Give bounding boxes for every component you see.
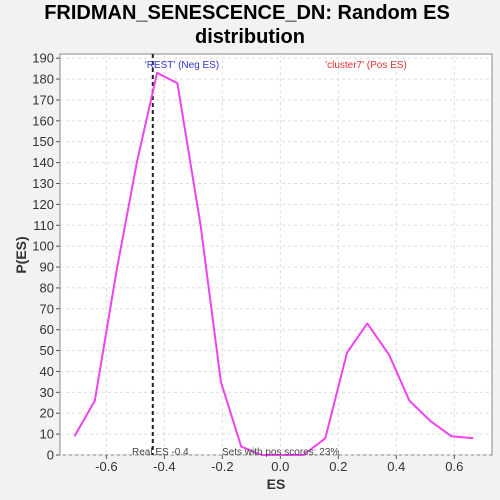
y-tick-label: 130 — [32, 176, 54, 191]
y-tick-label: 30 — [40, 385, 54, 400]
x-axis-ticks: -0.6 -0.4 -0.2 0.0 0.2 0.4 0.6 — [95, 455, 463, 474]
series-line — [73, 71, 474, 456]
y-tick-label: 70 — [40, 301, 54, 316]
y-tick-label: 100 — [32, 239, 54, 254]
x-tick-label: -0.4 — [153, 459, 175, 474]
real-es-label: Real ES -0.4 — [132, 447, 189, 458]
x-tick-label: -0.6 — [95, 459, 117, 474]
pos-es-annotation: 'cluster7' (Pos ES) — [325, 60, 407, 71]
y-tick-label: 60 — [40, 322, 54, 337]
x-tick-label: 0.4 — [387, 459, 405, 474]
y-tick-label: 10 — [40, 427, 54, 442]
x-axis-label: ES — [267, 476, 286, 492]
x-tick-label: 0.0 — [271, 459, 289, 474]
y-tick-label: 90 — [40, 260, 54, 275]
y-tick-label: 40 — [40, 364, 54, 379]
y-axis-ticks: 0 10 20 30 40 50 60 70 80 90 100 110 120 130 140 150 160… — [32, 51, 60, 463]
neg-es-annotation: 'REST' (Neg ES) — [145, 60, 219, 71]
y-tick-label: 150 — [32, 134, 54, 149]
series-group — [73, 71, 474, 456]
y-axis-label: P(ES) — [13, 236, 29, 273]
x-tick-label: 0.2 — [329, 459, 347, 474]
y-tick-label: 20 — [40, 406, 54, 421]
plot-area — [59, 53, 493, 456]
y-tick-label: 140 — [32, 155, 54, 170]
sets-pos-label: Sets with pos scores: 23% — [222, 447, 339, 458]
y-tick-label: 180 — [32, 72, 54, 87]
chart-title-line2: distribution — [195, 26, 305, 48]
grid-lines — [60, 54, 492, 456]
x-tick-label: -0.2 — [211, 459, 233, 474]
y-tick-label: 170 — [32, 92, 54, 107]
y-tick-label: 80 — [40, 280, 54, 295]
y-tick-label: 160 — [32, 113, 54, 128]
y-tick-label: 110 — [33, 218, 54, 233]
x-tick-label: 0.6 — [445, 459, 463, 474]
y-tick-label: 120 — [32, 197, 54, 212]
y-tick-label: 190 — [32, 51, 54, 66]
y-tick-label: 50 — [40, 343, 54, 358]
y-tick-label: 0 — [47, 448, 54, 463]
chart-title-line1: FRIDMAN_SENESCENCE_DN: Random ES — [44, 2, 450, 24]
